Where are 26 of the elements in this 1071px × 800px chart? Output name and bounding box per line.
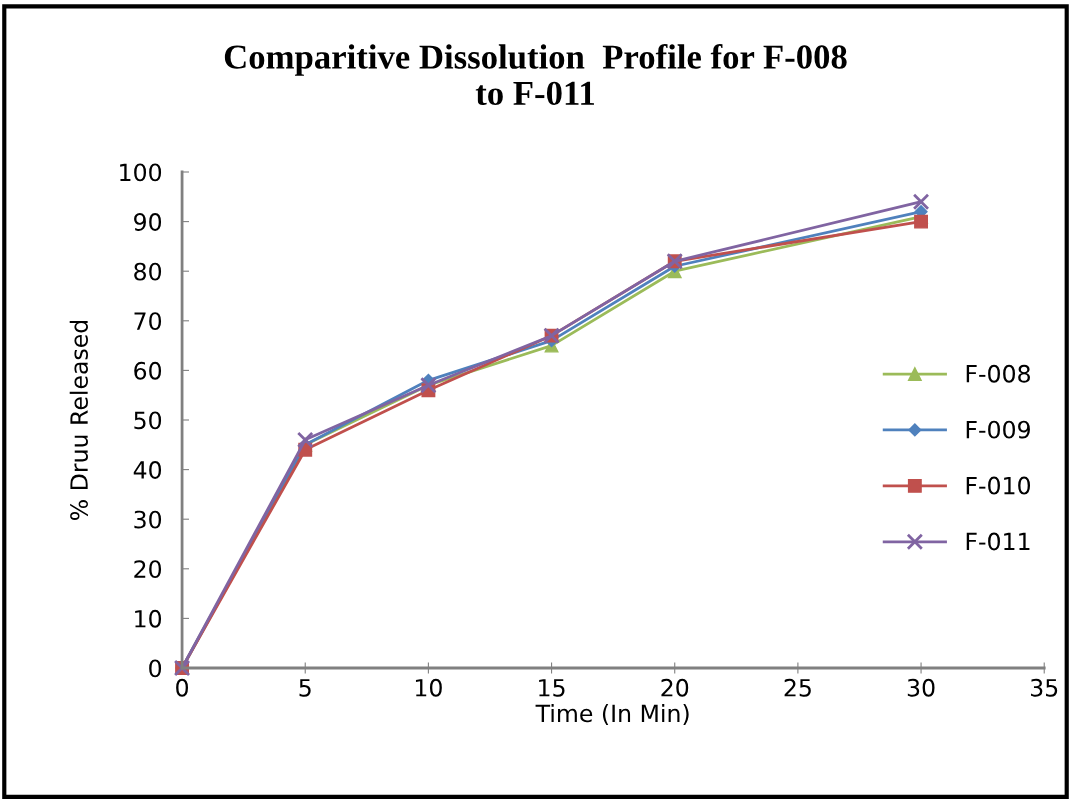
x-tick-label: 5 (299, 679, 311, 697)
x-tick-label: 30 (907, 678, 935, 697)
legend-label: F-010 (966, 476, 1031, 495)
y-tick-label: 40 (133, 461, 162, 479)
x-tick-label: 15 (539, 679, 565, 697)
y-tick-label: 30 (134, 510, 162, 529)
x-tick-label: 35 (1031, 678, 1058, 697)
y-tick-label: 90 (134, 213, 162, 231)
y-tick-label: 0 (149, 659, 162, 678)
y-axis-title: % Druu Released (69, 320, 88, 520)
x-tick-label: 10 (415, 678, 442, 697)
y-tick-label: 80 (134, 262, 162, 281)
x-tick-label: 20 (661, 678, 689, 697)
y-tick-label: 70 (134, 312, 162, 331)
legend-label: F-009 (966, 420, 1030, 439)
y-tick-label: 60 (134, 361, 162, 380)
y-tick-label: 50 (134, 411, 162, 430)
x-tick-label: 0 (176, 678, 189, 697)
legend-label: F-011 (966, 532, 1030, 551)
x-axis-title: Time (In Min) (535, 704, 689, 726)
y-tick-label: 100 (120, 163, 162, 182)
chart-title: Comparitive Dissolution Profile for F-008 to F-011 (224, 44, 847, 106)
y-tick-label: 10 (135, 609, 162, 628)
x-tick-label: 25 (784, 678, 811, 697)
y-tick-label: 20 (134, 560, 162, 579)
legend-label: F-008 (966, 364, 1030, 383)
